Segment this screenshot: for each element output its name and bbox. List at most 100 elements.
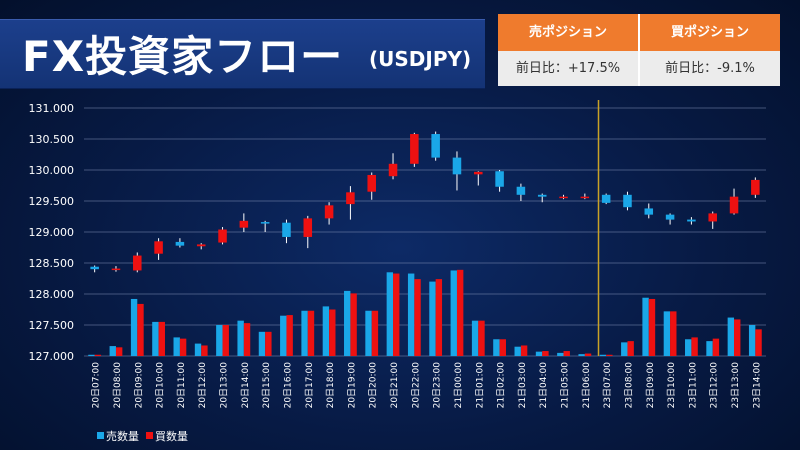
x-tick-label: 23日10:00 bbox=[666, 362, 677, 409]
buy-volume-bar bbox=[137, 303, 144, 356]
sell-volume-bar bbox=[88, 354, 95, 356]
sell-volume-bar bbox=[407, 273, 415, 356]
candle-up bbox=[410, 134, 419, 164]
candle-down bbox=[260, 222, 270, 224]
y-tick-label: 130.500 bbox=[29, 133, 75, 146]
title-banner: FX投資家フロー (USDJPY) bbox=[0, 19, 485, 89]
buy-volume-bar bbox=[520, 345, 528, 356]
y-tick-label: 127.000 bbox=[29, 350, 75, 363]
candle-up bbox=[239, 220, 249, 228]
candle-down bbox=[452, 157, 462, 175]
sell-position-header: 売ポジション bbox=[498, 14, 638, 51]
x-tick-label: 20日15:00 bbox=[261, 362, 272, 409]
sell-volume-bar bbox=[386, 272, 394, 356]
buy-volume-bar bbox=[222, 325, 229, 356]
y-tick-label: 129.500 bbox=[29, 195, 75, 208]
x-tick-label: 23日14:00 bbox=[751, 362, 762, 409]
x-tick-label: 23日11:00 bbox=[687, 362, 698, 409]
buy-volume-bar bbox=[584, 353, 592, 356]
x-tick-label: 20日17:00 bbox=[304, 362, 315, 409]
x-tick-label: 21日01:00 bbox=[474, 362, 485, 409]
candle-up bbox=[729, 196, 739, 214]
sell-volume-bar bbox=[280, 315, 287, 356]
x-tick-label: 20日21:00 bbox=[389, 362, 400, 409]
sell-volume-bar bbox=[599, 354, 607, 356]
x-tick-label: 21日02:00 bbox=[496, 362, 507, 409]
buy-volume-bar bbox=[265, 331, 272, 356]
buy-volume-bar bbox=[478, 320, 485, 356]
candle-down bbox=[431, 134, 440, 158]
x-tick-label: 20日23:00 bbox=[432, 362, 443, 409]
sell-volume-bar bbox=[727, 317, 735, 356]
legend-swatch-sell bbox=[97, 432, 104, 439]
sell-volume-bar bbox=[258, 331, 266, 356]
candle-down bbox=[623, 194, 632, 208]
page-title: FX投資家フロー bbox=[22, 32, 344, 81]
x-tick-label: 20日18:00 bbox=[325, 362, 336, 409]
candle-down bbox=[495, 171, 504, 187]
buy-volume-bar bbox=[201, 345, 208, 356]
buy-volume-bar bbox=[712, 338, 720, 356]
y-tick-label: 127.500 bbox=[29, 319, 75, 332]
candle-up bbox=[751, 179, 760, 195]
buy-volume-bar bbox=[606, 354, 613, 356]
x-tick-label: 20日19:00 bbox=[346, 362, 357, 409]
sell-volume-bar bbox=[216, 325, 223, 356]
x-tick-label: 20日22:00 bbox=[410, 362, 421, 409]
buy-volume-bar bbox=[307, 310, 315, 356]
x-tick-label: 21日04:00 bbox=[538, 362, 549, 409]
buy-volume-bar bbox=[286, 315, 293, 356]
candle-up bbox=[474, 171, 483, 175]
sell-volume-bar bbox=[471, 320, 479, 356]
buy-volume-bar bbox=[435, 279, 443, 356]
sell-volume-bar bbox=[344, 290, 351, 356]
candle-up bbox=[218, 229, 227, 243]
buy-volume-bar bbox=[94, 354, 102, 356]
candle-up bbox=[196, 244, 206, 247]
x-tick-label: 21日00:00 bbox=[453, 362, 464, 409]
x-tick-label: 21日06:00 bbox=[581, 362, 592, 409]
x-tick-label: 20日10:00 bbox=[155, 362, 166, 409]
buy-volume-bar bbox=[414, 279, 421, 356]
candle-up bbox=[111, 268, 121, 271]
sell-volume-bar bbox=[685, 339, 692, 356]
sell-volume-bar bbox=[173, 337, 180, 356]
candle-down bbox=[644, 208, 654, 215]
x-tick-label: 23日07:00 bbox=[602, 362, 613, 409]
buy-volume-bar bbox=[627, 341, 634, 356]
x-tick-label: 23日09:00 bbox=[645, 362, 656, 409]
buy-volume-bar bbox=[329, 309, 336, 356]
buy-volume-bar bbox=[670, 311, 677, 356]
sell-volume-bar bbox=[578, 354, 585, 356]
x-tick-label: 20日11:00 bbox=[176, 362, 187, 409]
sell-position-change: 前日比：+17.5% bbox=[498, 51, 638, 86]
buy-position-change: 前日比：-9.1% bbox=[640, 51, 780, 86]
candle-up bbox=[708, 213, 717, 222]
sell-volume-bar bbox=[194, 343, 202, 356]
candle-down bbox=[687, 219, 696, 222]
buy-volume-bar bbox=[755, 329, 762, 356]
sell-volume-bar bbox=[237, 320, 244, 356]
buy-volume-bar bbox=[499, 339, 506, 356]
x-tick-label: 20日07:00 bbox=[91, 362, 102, 409]
buy-volume-bar bbox=[371, 310, 379, 356]
candle-down bbox=[516, 186, 526, 195]
x-tick-label: 20日12:00 bbox=[197, 362, 208, 409]
x-tick-label: 21日03:00 bbox=[517, 362, 528, 409]
sell-volume-bar bbox=[557, 352, 564, 356]
sell-volume-bar bbox=[748, 325, 756, 356]
sell-volume-bar bbox=[706, 341, 713, 356]
sell-volume-bar bbox=[152, 321, 159, 356]
candle-down bbox=[601, 194, 611, 203]
y-tick-label: 131.000 bbox=[29, 102, 75, 115]
sell-volume-bar bbox=[130, 298, 138, 356]
buy-volume-bar bbox=[563, 351, 570, 356]
x-tick-label: 23日13:00 bbox=[730, 362, 741, 409]
x-tick-label: 23日08:00 bbox=[623, 362, 634, 409]
candle-down bbox=[90, 266, 99, 270]
sell-volume-bar bbox=[642, 297, 649, 356]
y-tick-label: 130.000 bbox=[29, 164, 75, 177]
candle-down bbox=[282, 222, 291, 237]
buy-volume-bar bbox=[179, 338, 187, 356]
